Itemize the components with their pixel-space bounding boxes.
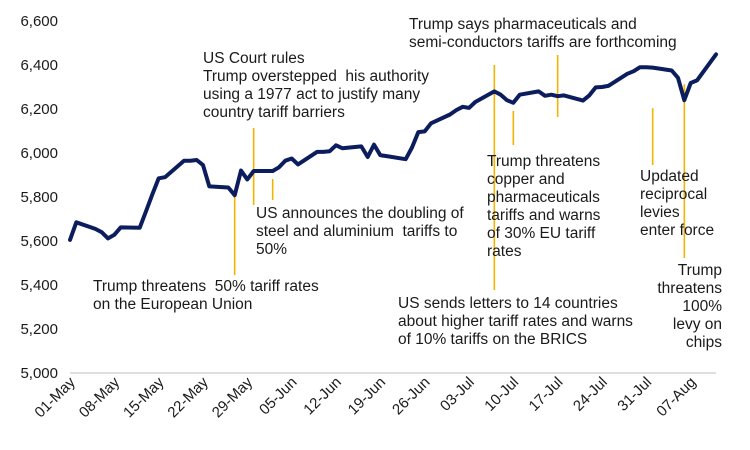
x-tick-label: 07-Aug bbox=[653, 374, 699, 420]
annotation-letters-brics: US sends letters to 14 countries about h… bbox=[398, 295, 633, 348]
x-tick-label: 12-Jun bbox=[300, 374, 344, 418]
x-tick-label: 05-Jun bbox=[256, 374, 300, 418]
y-tick-label: 5,600 bbox=[20, 233, 58, 250]
x-tick-label: 10-Jul bbox=[481, 374, 522, 415]
annotation-chips-levy: Trump threatens 100% levy on chips bbox=[657, 262, 722, 351]
x-tick-label: 08-May bbox=[76, 373, 124, 421]
x-tick-label: 31-Jul bbox=[614, 374, 655, 415]
y-tick-label: 5,800 bbox=[20, 189, 58, 206]
annotation-eu-tariff: Trump threatens 50% tariff rates on the … bbox=[93, 278, 319, 313]
y-tick-label: 5,000 bbox=[20, 365, 58, 382]
y-tick-label: 5,400 bbox=[20, 277, 58, 294]
y-tick-label: 5,200 bbox=[20, 321, 58, 338]
x-tick-label: 03-Jul bbox=[437, 374, 478, 415]
x-tick-label: 19-Jun bbox=[345, 374, 389, 418]
y-tick-label: 6,400 bbox=[20, 57, 58, 74]
annotation-steel-aluminium: US announces the doubling of steel and a… bbox=[256, 205, 464, 258]
x-tick-label: 24-Jul bbox=[570, 374, 611, 415]
x-tick-label: 15-May bbox=[120, 373, 168, 421]
annotation-court-ruling: US Court rules Trump overstepped his aut… bbox=[203, 50, 430, 121]
y-tick-label: 6,200 bbox=[20, 101, 58, 118]
x-tick-label: 26-Jun bbox=[389, 374, 433, 418]
annotation-copper-pharma: Trump threatens copper and pharmaceutica… bbox=[487, 153, 601, 260]
y-tick-label: 6,000 bbox=[20, 145, 58, 162]
y-tick-label: 6,600 bbox=[20, 13, 58, 30]
x-tick-label: 22-May bbox=[164, 373, 212, 421]
annotation-lines bbox=[233, 55, 686, 290]
y-axis: 5,000 5,200 5,400 5,600 5,800 6,000 6,200 6,400… bbox=[20, 13, 58, 382]
annotation-reciprocal-levies: Updated reciprocal levies enter force bbox=[640, 168, 715, 239]
series-line bbox=[68, 52, 718, 242]
x-tick-label: 29-May bbox=[209, 373, 257, 421]
x-tick-label: 17-Jul bbox=[526, 374, 567, 415]
annotation-pharma-semis: Trump says pharmaceuticals and semi-cond… bbox=[409, 16, 677, 51]
